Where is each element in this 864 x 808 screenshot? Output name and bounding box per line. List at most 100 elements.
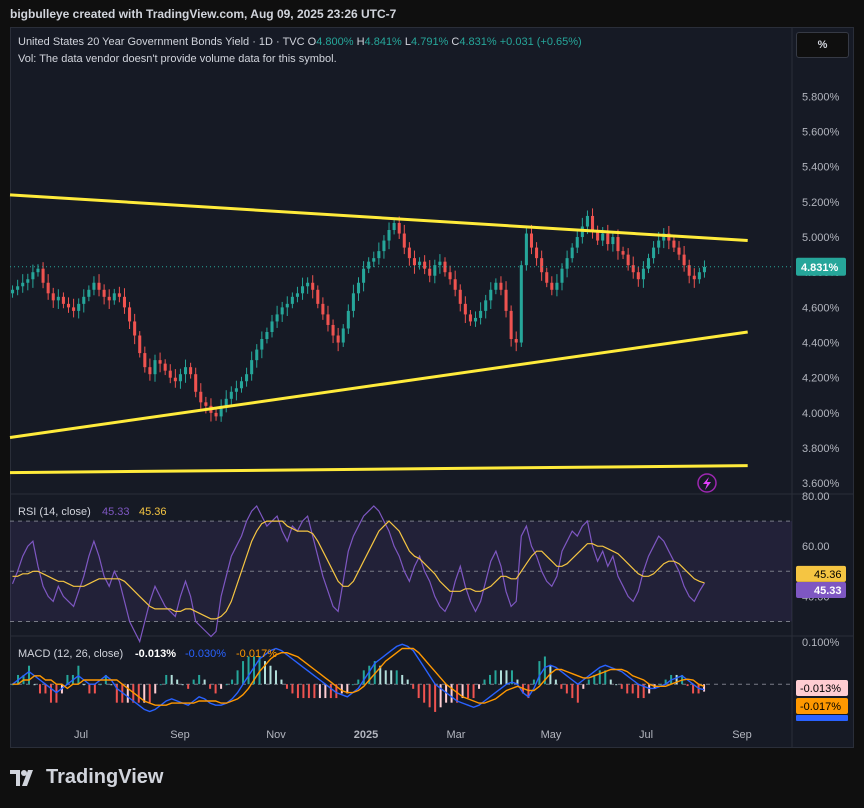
price-tick-label: 4.600% <box>802 302 840 314</box>
candle-body <box>270 321 274 332</box>
macd-hist-bar <box>626 684 629 694</box>
macd-hist-bar <box>231 679 234 685</box>
candle-body <box>275 314 279 322</box>
price-tick-label: 4.000% <box>802 408 840 420</box>
macd-hist-bar <box>659 684 662 686</box>
tradingview-logo[interactable]: TradingView <box>10 766 163 789</box>
macd-hist-bar <box>494 670 497 685</box>
percent-scale-button[interactable]: % <box>796 32 849 58</box>
macd-hist-bar <box>390 670 393 685</box>
candle-body <box>260 339 264 350</box>
trendline-upper-resistance <box>9 193 748 243</box>
macd-hist-bar <box>253 656 256 685</box>
candle-body <box>504 289 508 311</box>
macd-hist-bar <box>137 684 140 703</box>
macd-hist-bar <box>549 665 552 685</box>
macd-hist-bar <box>38 684 41 694</box>
close-value: 4.831% <box>459 36 497 48</box>
macd-hist-bar <box>247 656 250 685</box>
candle-body <box>92 282 96 290</box>
macd-hist-bar <box>554 679 557 685</box>
macd-hist-bar <box>434 684 437 712</box>
candle-body <box>652 247 656 259</box>
macd-title: MACD (12, 26, close) <box>18 648 123 660</box>
candle-body <box>214 412 218 417</box>
rsi-title: RSI (14, close) <box>18 506 91 518</box>
candle-body <box>418 261 422 266</box>
candle-body <box>56 296 60 301</box>
candle-body <box>346 310 350 329</box>
macd-hist-bar <box>631 684 634 694</box>
macd-hist-bar <box>379 665 382 685</box>
macd-hist-bar <box>516 679 519 685</box>
candle-body <box>702 266 706 273</box>
candle-body <box>682 254 686 266</box>
candle-body <box>107 296 111 301</box>
rsi-tag <box>796 581 846 598</box>
macd-hist-bar <box>467 684 470 699</box>
candle-body <box>489 289 493 301</box>
macd-signal-tag-label: -0.017% <box>800 701 841 713</box>
candle-body <box>591 215 595 231</box>
candle-body <box>377 251 381 259</box>
macd-hist-bar <box>593 674 596 685</box>
candle-body <box>326 314 330 325</box>
macd-hist-bar <box>357 679 360 685</box>
macd-hist-bar <box>340 684 343 694</box>
macd-hist-bar <box>269 665 272 685</box>
rsi-tag-label: 45.33 <box>814 585 842 597</box>
candle-body <box>514 339 518 343</box>
rsi-tick-label: 60.00 <box>802 541 830 553</box>
macd-hist-bar <box>412 684 415 689</box>
macd-hist-bar <box>318 684 321 699</box>
candle-body <box>468 314 472 322</box>
macd-hist-bar <box>604 670 607 685</box>
macd-hist-bar <box>88 684 91 694</box>
trendline-base-line <box>9 464 748 475</box>
macd-hist-bar <box>423 684 426 703</box>
candle-body <box>524 233 528 266</box>
macd-hist-bar <box>44 684 47 694</box>
macd-hist-bar <box>187 684 190 689</box>
time-tick-label: 2025 <box>354 729 378 741</box>
candle-body <box>412 258 416 266</box>
macd-hist-bar <box>181 684 184 686</box>
time-tick-label: Sep <box>732 729 752 741</box>
candle-body <box>621 251 625 255</box>
candle-body <box>575 237 579 248</box>
candle-body <box>636 272 640 280</box>
symbol-title: United States 20 Year Government Bonds Y… <box>18 36 305 48</box>
candle-body <box>112 293 116 301</box>
macd-hist-bar <box>538 661 541 685</box>
candle-body <box>21 282 25 287</box>
macd-hist-tag-label: -0.013% <box>800 683 841 695</box>
macd-hist-bar <box>203 679 206 685</box>
candle-body <box>387 230 391 241</box>
macd-hist-bar <box>49 684 52 703</box>
macd-hist-bar <box>214 684 217 694</box>
candle-body <box>102 289 106 297</box>
candle-body <box>473 317 478 322</box>
macd-hist-bar <box>82 684 85 686</box>
candle-body <box>290 296 294 304</box>
macd-hist-bar <box>499 670 502 685</box>
macd-hist-bar <box>307 684 310 699</box>
candle-body <box>641 268 645 280</box>
price-tick-label: 5.000% <box>802 232 840 244</box>
price-tick-label: 3.600% <box>802 478 840 490</box>
candle-body <box>87 289 91 297</box>
macd-hist-bar <box>532 679 535 685</box>
candle-body <box>245 374 249 382</box>
macd-hist-bar <box>664 679 667 685</box>
macd-hist-bar <box>220 684 223 689</box>
time-tick-label: Mar <box>447 729 466 741</box>
candle-body <box>199 391 203 403</box>
price-tick-label: 3.800% <box>802 443 840 455</box>
price-tick-label: 5.800% <box>802 91 840 103</box>
macd-hist-bar <box>461 684 464 699</box>
macd-hist-bar <box>274 670 277 685</box>
candle-body <box>11 289 15 294</box>
candle-body <box>463 303 467 315</box>
macd-hist-bar <box>373 661 376 685</box>
